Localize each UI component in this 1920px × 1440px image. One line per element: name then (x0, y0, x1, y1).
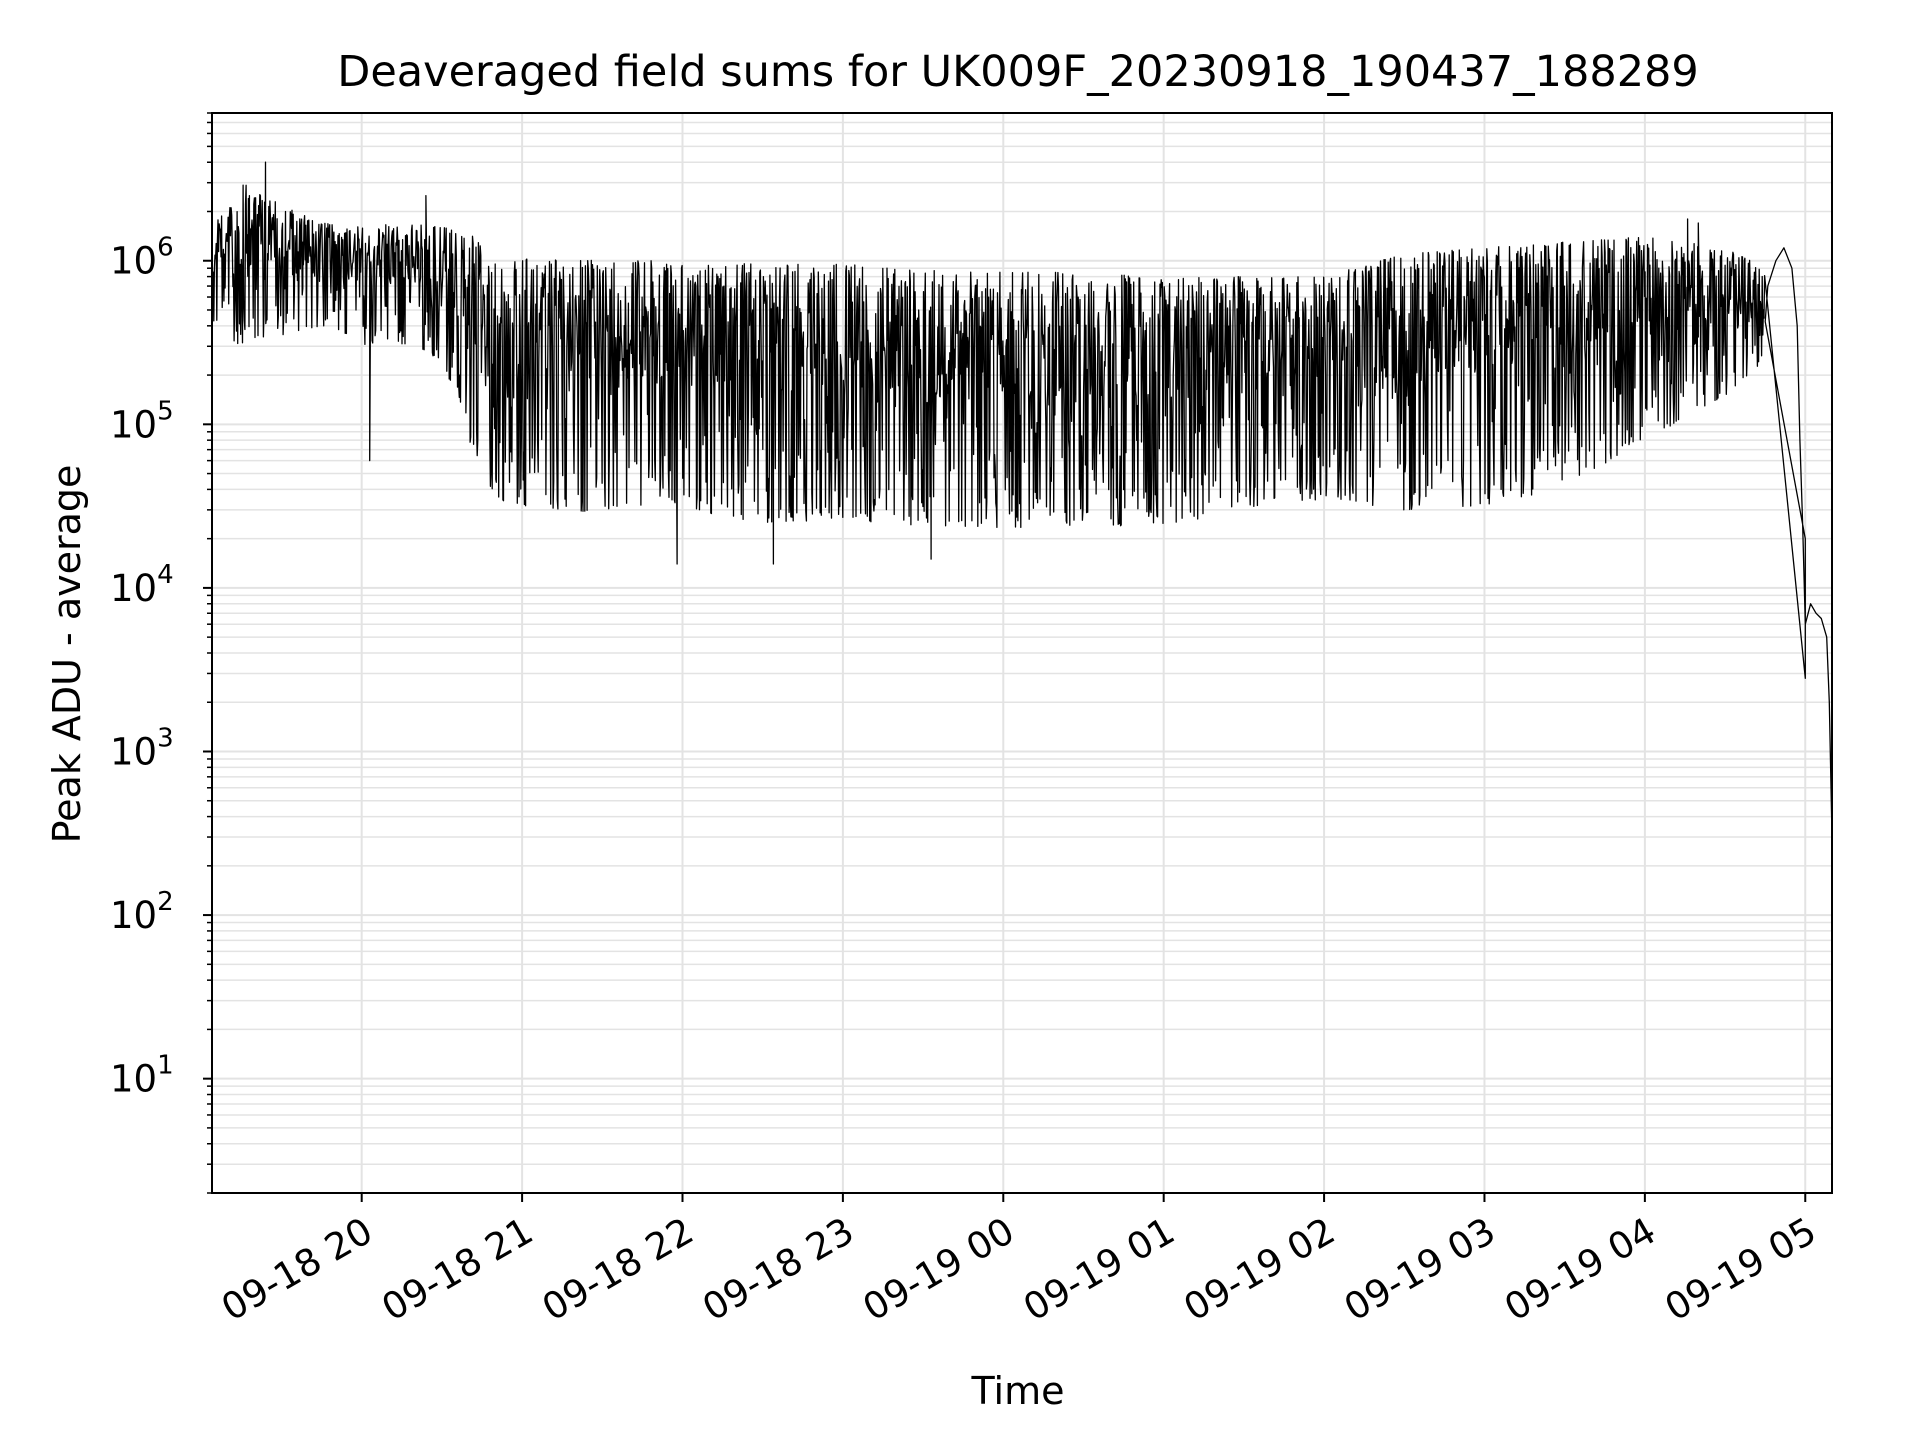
y-tick-label: 105 (110, 396, 174, 446)
x-axis-label: Time (971, 1369, 1065, 1413)
y-tick-label: 103 (110, 723, 174, 773)
y-tick-label: 101 (110, 1051, 174, 1101)
y-tick-exponent: 3 (157, 723, 174, 753)
y-tick-label: 102 (110, 887, 174, 937)
y-tick-exponent: 5 (157, 396, 174, 426)
y-tick-base: 10 (110, 403, 157, 446)
y-tick-exponent: 1 (157, 1051, 174, 1081)
series-line (212, 161, 1832, 838)
y-tick-label: 104 (110, 560, 174, 610)
y-tick-base: 10 (110, 730, 157, 773)
y-tick-base: 10 (110, 240, 157, 283)
y-tick-base: 10 (110, 567, 157, 610)
y-tick-label: 106 (110, 233, 174, 283)
y-axis-label: Peak ADU - average (45, 465, 89, 844)
y-tick-exponent: 2 (157, 887, 174, 917)
y-tick-exponent: 6 (157, 233, 174, 263)
plot-area (212, 161, 1832, 838)
chart-title: Deaveraged field sums for UK009F_2023091… (337, 47, 1699, 97)
y-tick-base: 10 (110, 894, 157, 937)
y-tick-base: 10 (110, 1058, 157, 1101)
y-tick-exponent: 4 (157, 560, 174, 590)
